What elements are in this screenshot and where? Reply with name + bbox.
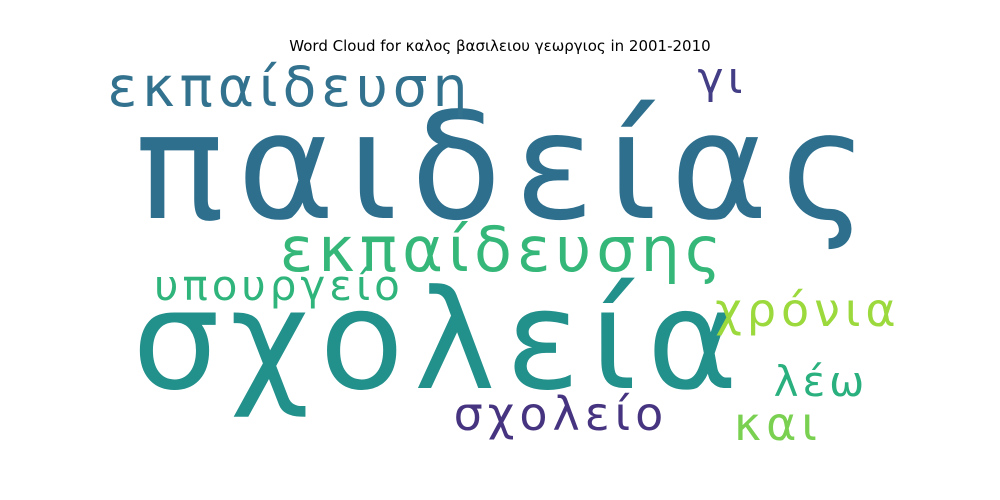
word-5: υπουργείο (154, 261, 404, 310)
word-3: εκπαίδευσης (280, 213, 727, 286)
word-4: εκπαίδευση (107, 55, 472, 119)
word-2: σχολεία (132, 260, 748, 421)
word-6: χρόνια (715, 283, 901, 337)
word-9: και (734, 397, 822, 451)
word-10: γι (698, 53, 747, 104)
word-1: παιδείας (135, 81, 881, 253)
chart-title: Word Cloud for καλος βασιλειου γεωργιος … (289, 37, 711, 55)
word-7: σχολείο (454, 387, 669, 441)
word-8: λέω (774, 357, 869, 406)
